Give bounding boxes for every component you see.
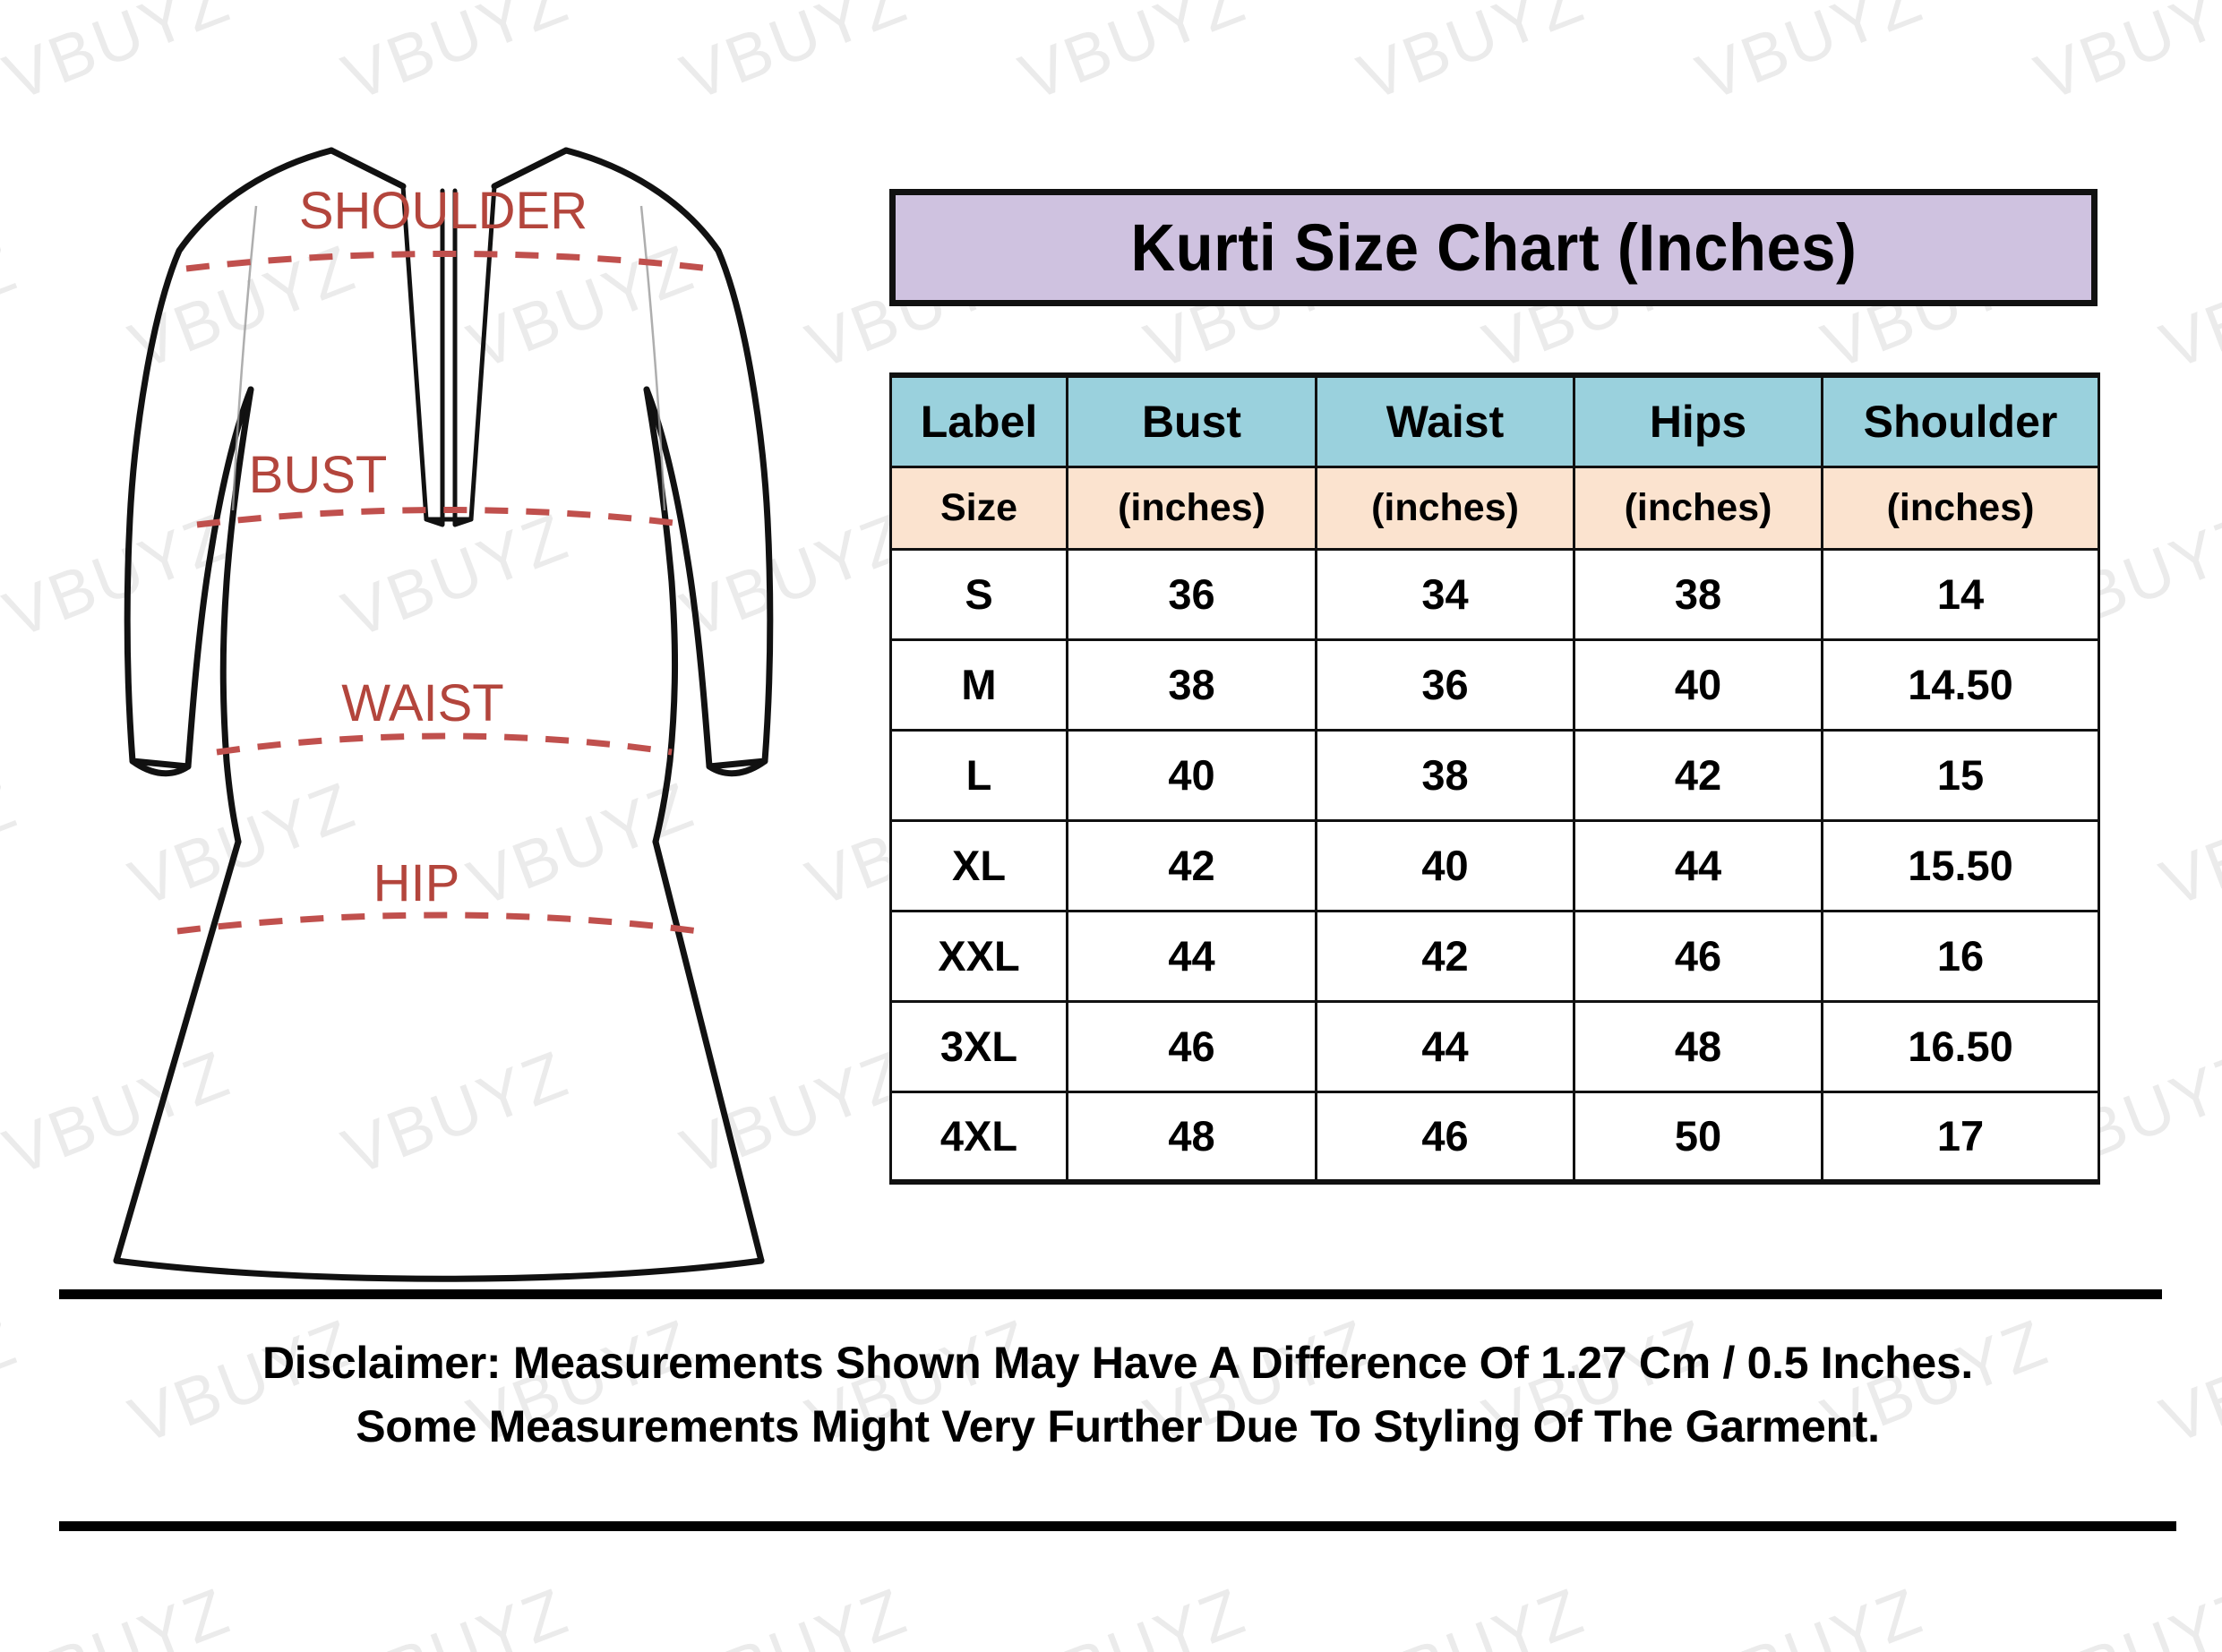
cell-waist: 42: [1315, 909, 1575, 1003]
cell-bust: 48: [1066, 1090, 1317, 1185]
watermark-text: VBUYZ: [1686, 1572, 1933, 1652]
table-row: 3XL 46 44 48 16.50: [889, 999, 2100, 1093]
watermark-text: VBUYZ: [0, 1572, 240, 1652]
table-header-row-units: Size (inches) (inches) (inches) (inches): [889, 465, 2100, 551]
watermark-text: VBUYZ: [0, 0, 240, 116]
disclaimer-line-2: Some Measurements Might Very Further Due…: [356, 1401, 1880, 1451]
watermark-text: VBUYZ: [671, 1572, 917, 1652]
cell-shoulder: 17: [1821, 1090, 2100, 1185]
watermark-text: VBUYZ: [2025, 1572, 2222, 1652]
col-unit-label: Size: [889, 465, 1068, 551]
table-row: S 36 34 38 14: [889, 547, 2100, 641]
kurti-illustration: SHOULDER BUST WAIST HIP: [81, 134, 806, 1289]
cell-hips: 42: [1573, 728, 1823, 822]
table-row: M 38 36 40 14.50: [889, 638, 2100, 732]
watermark-text: VBUYZ: [0, 766, 27, 921]
cell-size: XL: [889, 818, 1068, 912]
cell-hips: 48: [1573, 999, 1823, 1093]
cell-shoulder: 16.50: [1821, 999, 2100, 1093]
watermark-text: VBUYZ: [332, 1572, 579, 1652]
col-unit-hips: (inches): [1573, 465, 1823, 551]
label-shoulder: SHOULDER: [299, 182, 588, 240]
table-row: XL 42 40 44 15.50: [889, 818, 2100, 912]
table-row: L 40 38 42 15: [889, 728, 2100, 822]
label-hip: HIP: [373, 854, 460, 912]
cell-shoulder: 15.50: [1821, 818, 2100, 912]
watermark-text: VBUYZ: [1348, 1572, 1594, 1652]
size-table-body: S 36 34 38 14 M 38 36 40 14.50 L 40 38 42 15 XL 42 40 44 15…: [889, 547, 2100, 1185]
col-unit-waist: (inches): [1315, 465, 1575, 551]
cell-size: XXL: [889, 909, 1068, 1003]
cell-bust: 44: [1066, 909, 1317, 1003]
divider-rule-bottom: [59, 1521, 2176, 1531]
disclaimer-line-1: Disclaimer: Measurements Shown May Have …: [262, 1338, 1974, 1388]
shoulder-measure-line: [185, 251, 710, 272]
col-header-shoulder: Shoulder: [1821, 372, 2100, 468]
table-header-row-main: Label Bust Waist Hips Shoulder: [889, 372, 2100, 468]
watermark-text: VBUYZ: [671, 0, 917, 116]
watermark-text: VBUYZ: [2025, 0, 2222, 116]
cell-waist: 40: [1315, 818, 1575, 912]
cell-size: S: [889, 547, 1068, 641]
size-table-container: Label Bust Waist Hips Shoulder Size (inc…: [889, 372, 2100, 1185]
cell-shoulder: 16: [1821, 909, 2100, 1003]
col-header-waist: Waist: [1315, 372, 1575, 468]
cell-hips: 46: [1573, 909, 1823, 1003]
watermark-text: VBUYZ: [332, 0, 579, 116]
table-row: 4XL 48 46 50 17: [889, 1090, 2100, 1185]
cell-hips: 50: [1573, 1090, 1823, 1185]
col-unit-bust: (inches): [1066, 465, 1317, 551]
cell-hips: 44: [1573, 818, 1823, 912]
cell-bust: 36: [1066, 547, 1317, 641]
bust-measure-line: [196, 507, 689, 528]
watermark-text: VBUYZ: [1348, 0, 1594, 116]
cell-waist: 36: [1315, 638, 1575, 732]
cell-waist: 46: [1315, 1090, 1575, 1185]
watermark-text: VBUYZ: [0, 229, 27, 384]
cell-bust: 42: [1066, 818, 1317, 912]
hip-measure-line: [176, 912, 699, 935]
watermark-text: VBUYZ: [1009, 1572, 1256, 1652]
col-unit-shoulder: (inches): [1821, 465, 2100, 551]
watermark-text: VBUYZ: [2150, 229, 2222, 384]
chart-title: Kurti Size Chart (Inches): [1130, 210, 1857, 285]
cell-waist: 38: [1315, 728, 1575, 822]
cell-waist: 34: [1315, 547, 1575, 641]
divider-rule-top: [59, 1289, 2162, 1299]
label-waist: WAIST: [341, 674, 504, 732]
watermark-text: VBUYZ: [1009, 0, 1256, 116]
cell-shoulder: 14: [1821, 547, 2100, 641]
cell-hips: 40: [1573, 638, 1823, 732]
cell-hips: 38: [1573, 547, 1823, 641]
col-header-label: Label: [889, 372, 1068, 468]
watermark-text: VBUYZ: [2150, 766, 2222, 921]
watermark-text: VBUYZ: [1686, 0, 1933, 116]
cell-bust: 38: [1066, 638, 1317, 732]
chart-title-box: Kurti Size Chart (Inches): [889, 189, 2098, 306]
table-row: XXL 44 42 46 16: [889, 909, 2100, 1003]
cell-size: M: [889, 638, 1068, 732]
disclaimer-block: Disclaimer: Measurements Shown May Have …: [59, 1331, 2176, 1459]
cell-size: 3XL: [889, 999, 1068, 1093]
cell-size: 4XL: [889, 1090, 1068, 1185]
cell-bust: 46: [1066, 999, 1317, 1093]
col-header-bust: Bust: [1066, 372, 1317, 468]
label-bust: BUST: [249, 446, 388, 504]
cell-size: L: [889, 728, 1068, 822]
cell-shoulder: 15: [1821, 728, 2100, 822]
watermark-text: VBUYZ: [0, 1304, 27, 1459]
waist-measure-line: [216, 732, 673, 756]
size-table: Label Bust Waist Hips Shoulder Size (inc…: [889, 372, 2100, 1185]
cell-bust: 40: [1066, 728, 1317, 822]
cell-waist: 44: [1315, 999, 1575, 1093]
cell-shoulder: 14.50: [1821, 638, 2100, 732]
col-header-hips: Hips: [1573, 372, 1823, 468]
